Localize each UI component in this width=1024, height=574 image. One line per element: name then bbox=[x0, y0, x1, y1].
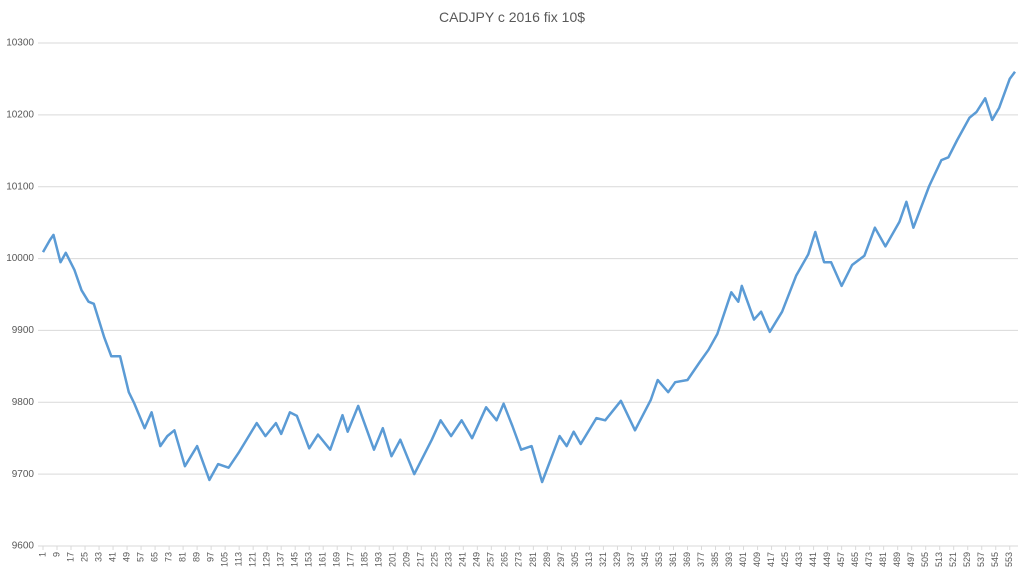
x-tick-label: 529 bbox=[962, 552, 972, 567]
x-tick-label: 9 bbox=[51, 552, 61, 557]
y-tick-label: 10200 bbox=[6, 109, 34, 120]
x-tick-label: 17 bbox=[65, 552, 75, 562]
x-tick-label: 377 bbox=[696, 552, 706, 567]
x-tick-label: 193 bbox=[374, 552, 384, 567]
x-tick-label: 177 bbox=[346, 552, 356, 567]
x-tick-label: 249 bbox=[472, 552, 482, 567]
x-tick-label: 369 bbox=[682, 552, 692, 567]
x-tick-label: 353 bbox=[654, 552, 664, 567]
x-tick-label: 129 bbox=[262, 552, 272, 567]
y-tick-label: 9800 bbox=[12, 397, 35, 408]
x-tick-label: 337 bbox=[626, 552, 636, 567]
x-tick-label: 305 bbox=[570, 552, 580, 567]
x-tick-label: 89 bbox=[191, 552, 201, 562]
x-tick-label: 289 bbox=[542, 552, 552, 567]
x-tick-label: 457 bbox=[836, 552, 846, 567]
x-tick-label: 297 bbox=[556, 552, 566, 567]
x-tick-label: 401 bbox=[738, 552, 748, 567]
x-tick-label: 73 bbox=[163, 552, 173, 562]
x-tick-label: 49 bbox=[121, 552, 131, 562]
x-tick-label: 513 bbox=[934, 552, 944, 567]
y-tick-label: 9900 bbox=[12, 325, 35, 336]
x-tick-label: 545 bbox=[990, 552, 1000, 567]
x-tick-label: 225 bbox=[430, 552, 440, 567]
y-tick-label: 9700 bbox=[12, 469, 35, 480]
x-tick-label: 65 bbox=[149, 552, 159, 562]
x-tick-label: 105 bbox=[220, 552, 230, 567]
x-tick-label: 185 bbox=[360, 552, 370, 567]
x-tick-label: 153 bbox=[304, 552, 314, 567]
x-tick-label: 433 bbox=[794, 552, 804, 567]
x-tick-label: 273 bbox=[514, 552, 524, 567]
x-tick-label: 441 bbox=[808, 552, 818, 567]
x-tick-label: 313 bbox=[584, 552, 594, 567]
x-tick-label: 385 bbox=[710, 552, 720, 567]
y-tick-label: 10000 bbox=[6, 253, 34, 264]
x-tick-label: 137 bbox=[276, 552, 286, 567]
x-tick-label: 465 bbox=[850, 552, 860, 567]
x-tick-label: 489 bbox=[892, 552, 902, 567]
x-tick-label: 321 bbox=[598, 552, 608, 567]
x-tick-label: 329 bbox=[612, 552, 622, 567]
x-tick-label: 417 bbox=[766, 552, 776, 567]
x-tick-label: 41 bbox=[107, 552, 117, 562]
x-tick-label: 161 bbox=[318, 552, 328, 567]
x-tick-label: 265 bbox=[500, 552, 510, 567]
x-tick-label: 81 bbox=[177, 552, 187, 562]
x-tick-label: 505 bbox=[920, 552, 930, 567]
x-tick-label: 209 bbox=[402, 552, 412, 567]
x-tick-label: 201 bbox=[388, 552, 398, 567]
x-tick-label: 33 bbox=[93, 552, 103, 562]
y-tick-label: 10100 bbox=[6, 181, 34, 192]
x-tick-label: 497 bbox=[906, 552, 916, 567]
x-tick-label: 537 bbox=[976, 552, 986, 567]
x-tick-label: 553 bbox=[1004, 552, 1014, 567]
y-tick-label: 9600 bbox=[12, 541, 35, 552]
data-line bbox=[41, 70, 1017, 484]
x-tick-label: 409 bbox=[752, 552, 762, 567]
x-tick-label: 217 bbox=[416, 552, 426, 567]
chart-title: CADJPY c 2016 fix 10$ bbox=[439, 9, 585, 25]
x-tick-label: 449 bbox=[822, 552, 832, 567]
x-tick-label: 361 bbox=[668, 552, 678, 567]
x-tick-label: 425 bbox=[780, 552, 790, 567]
x-tick-label: 57 bbox=[135, 552, 145, 562]
x-tick-label: 281 bbox=[528, 552, 538, 567]
x-tick-label: 1 bbox=[37, 552, 47, 557]
x-tick-label: 521 bbox=[948, 552, 958, 567]
y-tick-label: 10300 bbox=[6, 38, 34, 49]
x-tick-label: 145 bbox=[290, 552, 300, 567]
x-tick-label: 257 bbox=[486, 552, 496, 567]
x-tick-label: 25 bbox=[79, 552, 89, 562]
x-tick-label: 241 bbox=[458, 552, 468, 567]
x-tick-label: 473 bbox=[864, 552, 874, 567]
x-tick-label: 345 bbox=[640, 552, 650, 567]
x-tick-label: 233 bbox=[444, 552, 454, 567]
x-tick-label: 113 bbox=[234, 552, 244, 566]
x-tick-label: 121 bbox=[248, 552, 258, 567]
x-tick-label: 481 bbox=[878, 552, 888, 567]
x-tick-label: 169 bbox=[332, 552, 342, 567]
x-tick-label: 97 bbox=[206, 552, 216, 562]
x-tick-label: 393 bbox=[724, 552, 734, 567]
